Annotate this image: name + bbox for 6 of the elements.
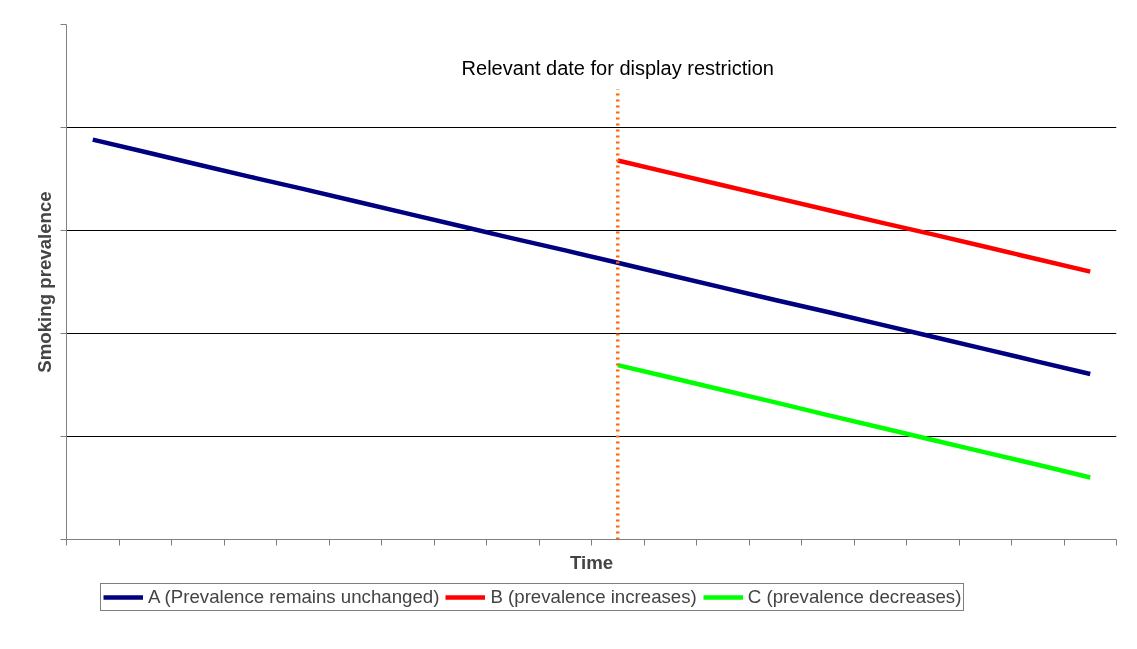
legend-label: A (Prevalence remains unchanged) (148, 586, 440, 608)
y-axis-title: Smoking prevalence (33, 191, 55, 373)
text: Relevant date for display restriction (461, 56, 774, 79)
legend-label: B (prevalence increases) (490, 586, 697, 608)
x-axis-title: Time (569, 551, 614, 573)
legend-label: C (prevalence decreases) (747, 586, 962, 608)
